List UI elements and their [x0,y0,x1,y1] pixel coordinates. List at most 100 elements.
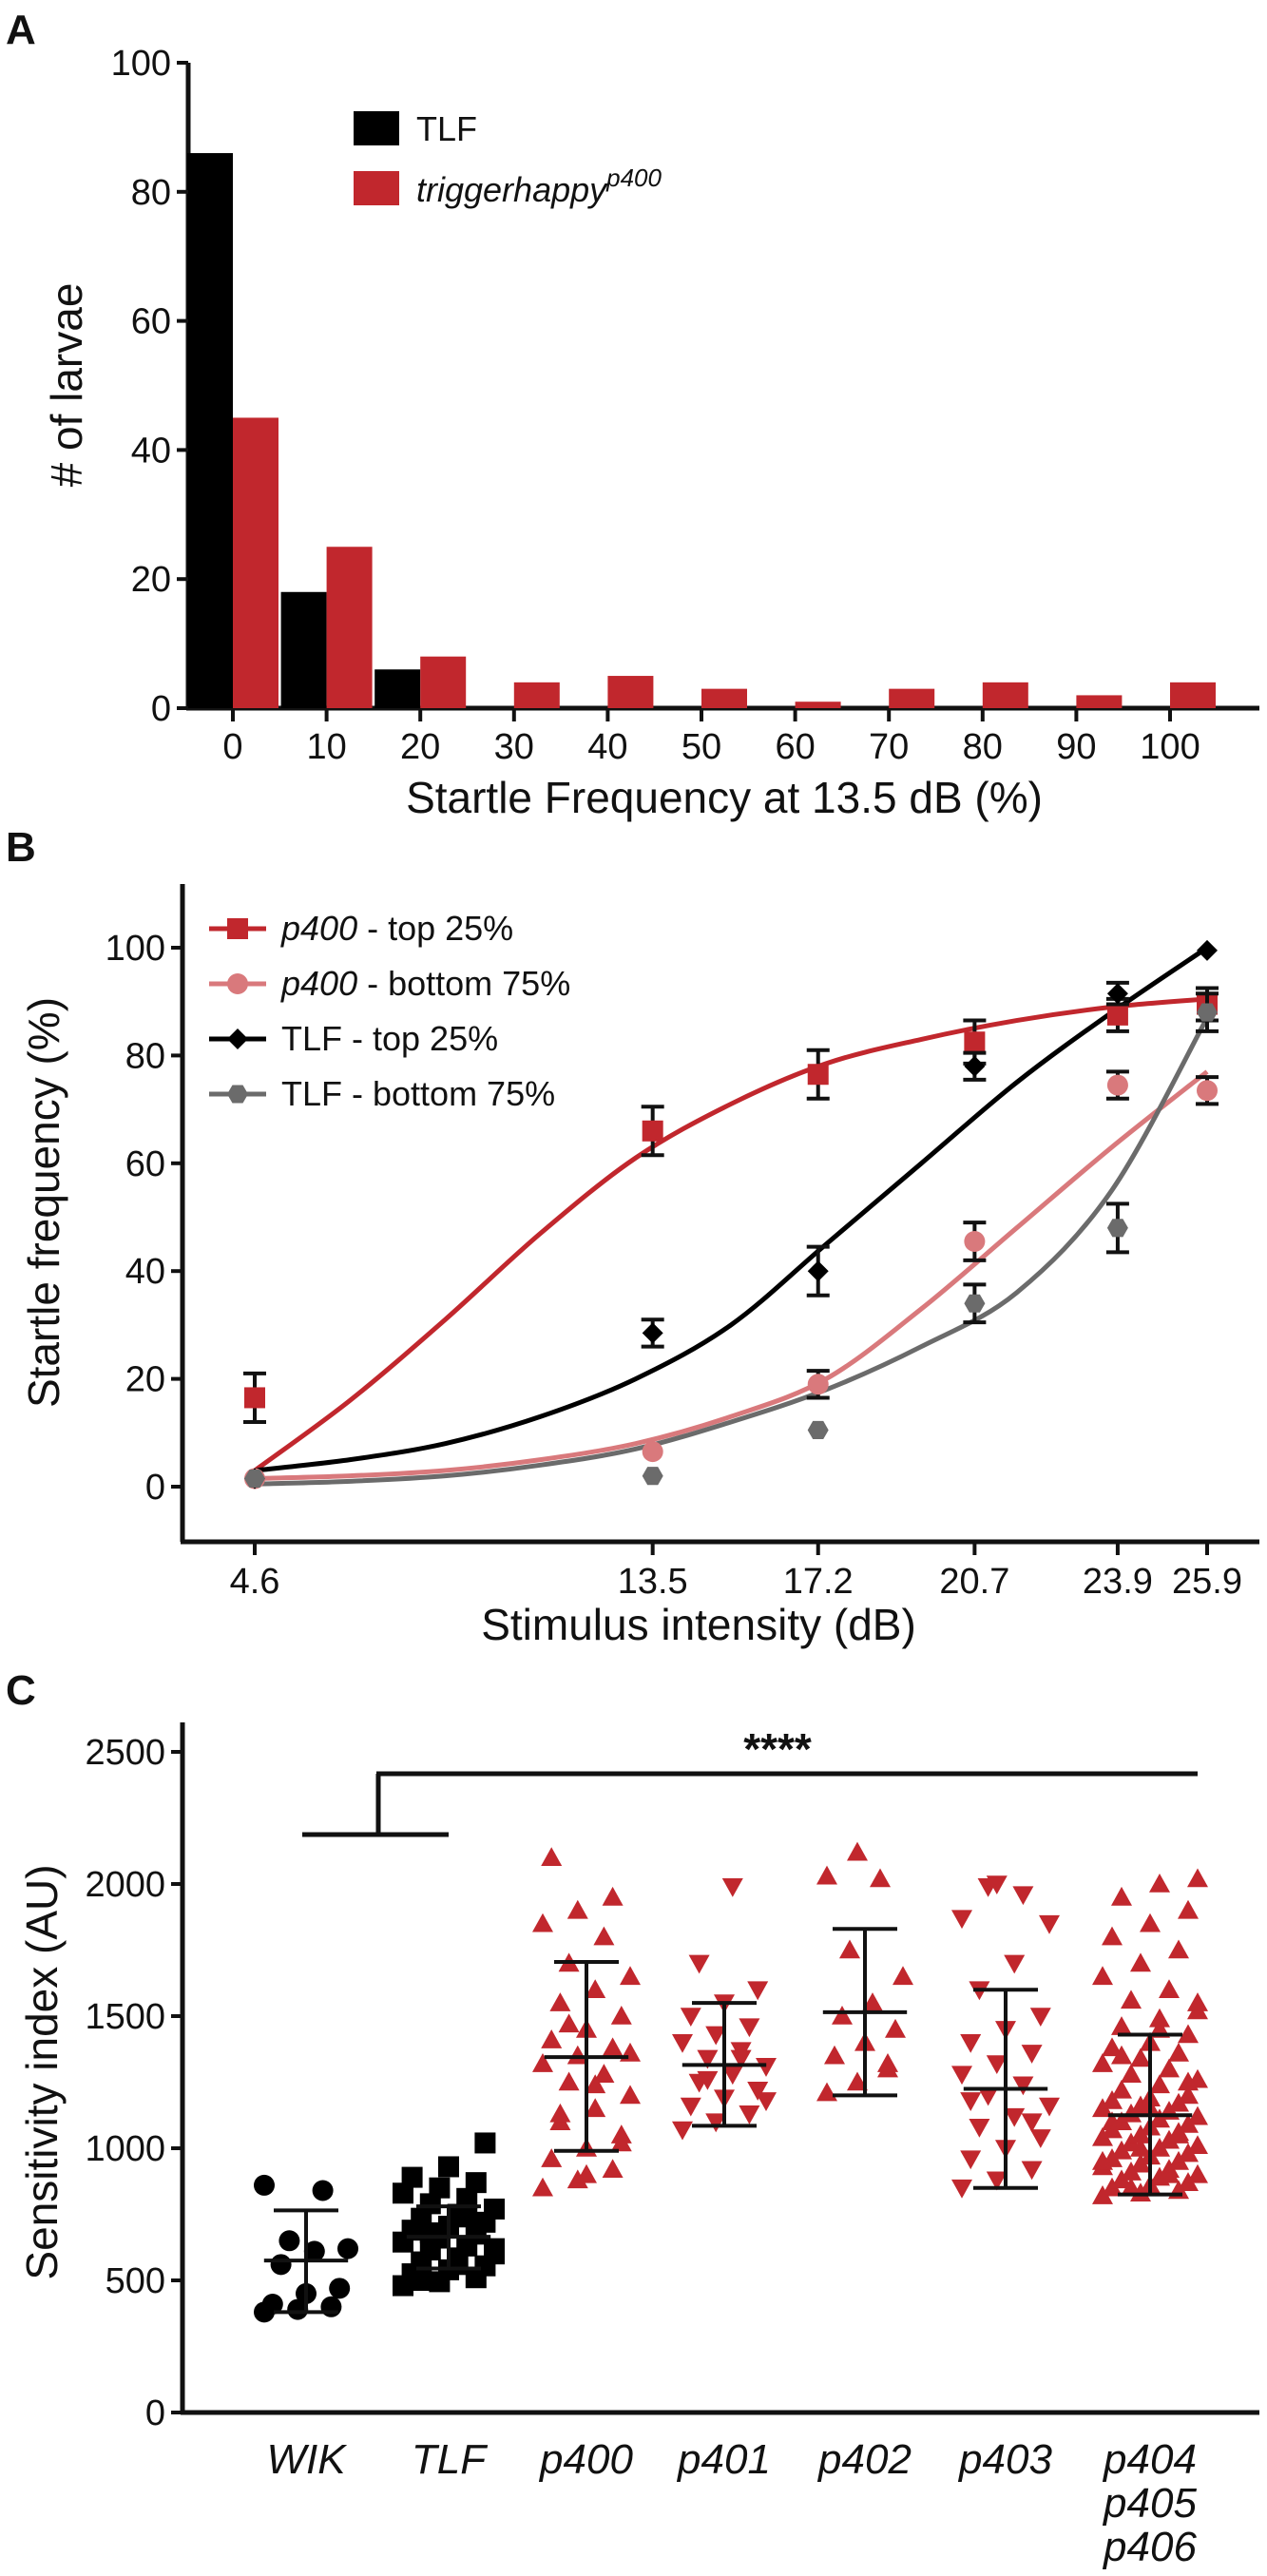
c-point [1102,2037,1123,2057]
c-y-axis-title: Sensitivity index (AU) [17,1864,67,2279]
c-point [1102,1926,1123,1946]
c-point [756,2058,777,2077]
c-point [1187,1868,1208,1888]
c-point [839,1939,860,1959]
c-point [1168,2042,1189,2062]
b-fit-curve [254,945,1209,1473]
a-legend-swatch-tlf [354,111,399,145]
c-point [986,2055,1008,2075]
b-point [642,1322,663,1344]
b-point [244,1387,265,1409]
c-point [756,2092,777,2111]
c-point [1168,2124,1189,2143]
c-point [558,2013,580,2033]
c-point [747,1981,769,2001]
a-y-tick-label: 20 [131,560,171,600]
c-point [558,2071,580,2091]
c-point [278,2230,300,2252]
c-point [593,1926,615,1946]
b-y-tick-label: 40 [125,1252,165,1292]
a-y-tick-label: 100 [111,44,171,84]
c-point [566,1899,588,1919]
c-point [1039,1914,1060,1934]
c-category-label: p405 [1102,2480,1197,2527]
a-bar-p400 [233,417,278,708]
c-point [1021,2113,1043,2133]
c-point [456,2187,478,2209]
b-point [642,1467,663,1486]
c-point [484,2198,505,2220]
c-point [951,1910,972,1930]
c-point [688,1954,710,1974]
c-point [1168,1939,1189,1959]
c-point [680,2008,701,2027]
c-y-tick-label: 1500 [85,1997,165,2037]
c-point [672,2034,693,2053]
a-x-axis-title: Startle Frequency at 13.5 dB (%) [406,773,1043,822]
c-point [532,2053,553,2072]
b-legend-label: p400 - bottom 75% [280,964,570,1003]
c-point [680,2097,701,2117]
b-legend-marker [227,918,248,939]
a-bar-p400 [1170,682,1216,708]
c-point [411,2270,432,2291]
c-point [705,2026,727,2046]
b-point [807,1420,829,1439]
b-point [807,1064,829,1086]
a-x-tick-label: 70 [869,727,909,767]
c-point [824,2045,845,2065]
c-point [585,2074,606,2094]
c-point [1159,1979,1180,1998]
c-point [1187,2163,1208,2183]
c-point [960,2034,982,2053]
a-bar-p400 [1076,695,1123,708]
a-y-tick-label: 0 [151,689,171,729]
c-significance-label: **** [743,1724,812,1774]
c-point [566,2169,588,2189]
c-point [721,1877,743,1897]
c-point [969,2118,990,2138]
c-point [672,2121,693,2141]
c-point [1149,2074,1170,2094]
b-point [964,1294,986,1313]
a-x-tick-label: 30 [494,727,534,767]
b-fit-curve [254,1016,1210,1487]
c-point [847,2071,868,2091]
c-point [739,2105,760,2124]
a-bar-tlf [187,153,233,708]
c-point [620,1966,641,1986]
a-legend: TLF triggerhappyp400 [354,109,662,209]
a-bar-p400 [795,702,841,708]
b-point [642,1120,663,1142]
a-bar-p400 [326,547,373,708]
c-point [1121,1990,1142,2009]
b-y-tick-label: 0 [145,1468,165,1508]
c-point [832,2006,853,2025]
c-point [960,2150,982,2170]
c-point [566,2045,588,2065]
a-bar-p400 [889,688,935,708]
c-point [1130,2138,1151,2157]
c-point [705,2113,727,2133]
c-point [585,1979,606,1998]
b-point [1106,1219,1128,1238]
c-point [602,1886,624,1906]
b-x-tick-label: 13.5 [618,1562,688,1602]
b-point [642,1441,663,1463]
b-legend-label-italic: p400 [280,909,357,948]
b-fit-curve [254,1069,1209,1481]
c-point [1012,1886,1034,1906]
c-point [254,2174,275,2196]
c-category-label: p403 [957,2436,1052,2483]
b-point [1106,1004,1128,1026]
panel-c: C 0 500 1000 1500 2000 2500 **** Sensitivity … [6,1667,1259,2570]
a-bar-p400 [420,656,467,708]
c-point [1092,2053,1113,2072]
b-point [964,1231,986,1253]
c-point [1178,1899,1199,1919]
a-x-tick-label: 50 [681,727,721,767]
c-point [1178,2024,1199,2044]
c-point [620,2085,641,2105]
b-x-tick-label: 23.9 [1083,1562,1153,1602]
c-point [532,1913,553,1932]
